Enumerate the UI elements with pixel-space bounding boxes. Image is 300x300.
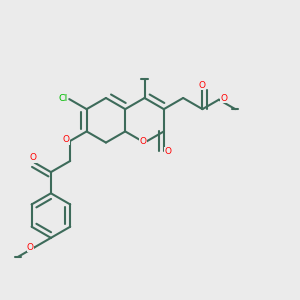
Text: O: O — [63, 135, 70, 144]
Text: O: O — [140, 136, 147, 146]
Text: O: O — [27, 243, 34, 252]
Text: O: O — [199, 81, 206, 90]
Text: Cl: Cl — [59, 94, 68, 103]
Text: O: O — [164, 147, 171, 156]
Text: O: O — [30, 153, 37, 162]
Text: O: O — [220, 94, 227, 103]
